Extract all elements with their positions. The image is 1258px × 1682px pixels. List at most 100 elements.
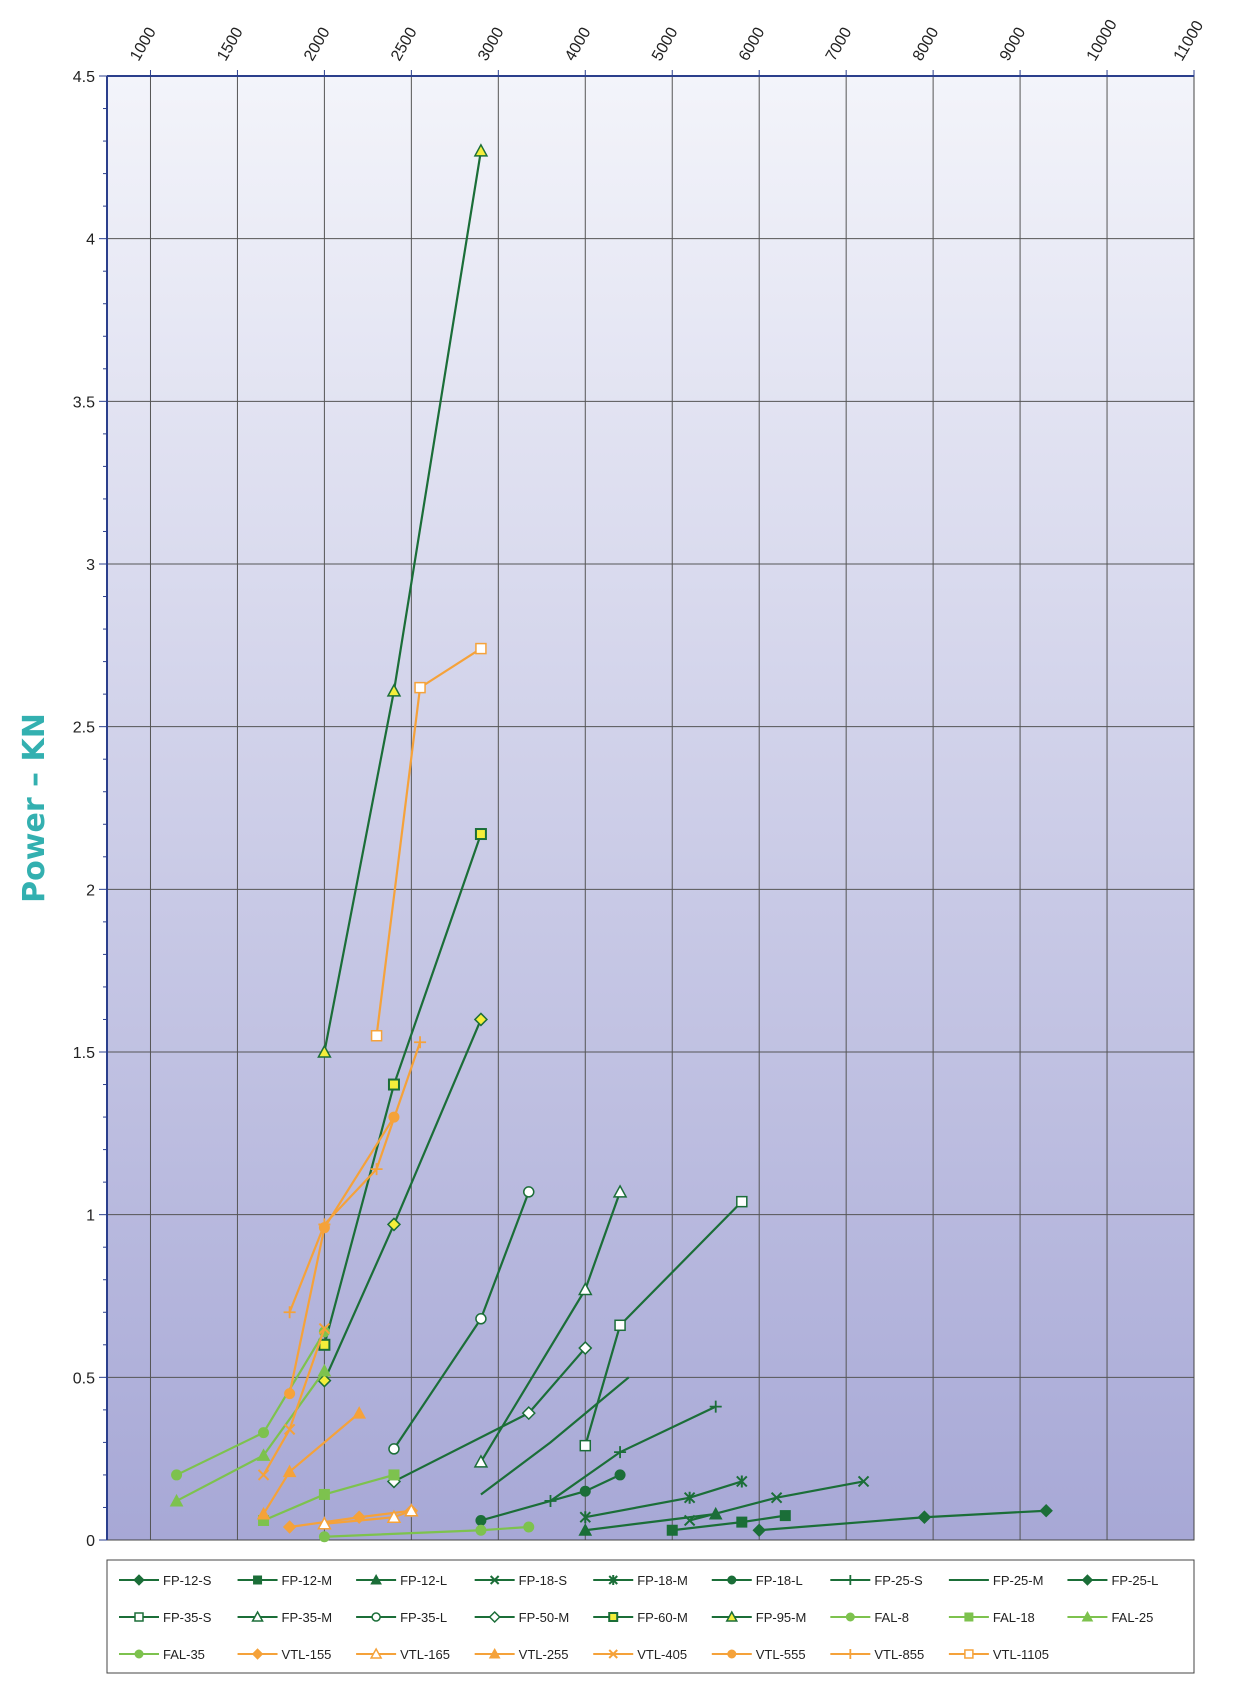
legend-label: FP-60-M [637,1610,688,1625]
legend-swatch-marker [727,1575,737,1585]
data-point [414,1036,427,1049]
data-point [414,681,426,694]
legend-label: VTL-855 [874,1647,924,1662]
series-vtl-1105 [370,642,487,1042]
data-point [386,1509,402,1523]
legend-item: FP-12-S [119,1573,212,1588]
data-point [388,1443,400,1455]
legend-item: FAL-8 [830,1610,909,1625]
series-line [759,1516,925,1532]
x-tick-label: 4000 [562,25,595,64]
data-point [736,1516,748,1528]
legend-label: VTL-405 [637,1647,687,1662]
y-tick-label: 3.5 [73,394,95,411]
series-line [288,1041,422,1313]
data-point [318,1322,331,1335]
legend-item: FP-25-M [948,1573,1043,1588]
data-point [404,1503,419,1517]
legend-label: FP-25-L [1111,1573,1158,1588]
legend-item: VTL-555 [711,1647,806,1662]
legend-item: FP-35-L [356,1610,447,1625]
series-fp-35-s [579,1195,748,1452]
data-point [917,1510,932,1524]
data-point [752,1523,766,1537]
series-vtl-405 [257,1322,331,1481]
legend-swatch-marker [251,1648,264,1660]
data-point [352,1406,367,1419]
legend-swatch-marker [608,1575,618,1585]
series-fp-25-m [480,1376,630,1496]
series-fp-50-l [317,1012,488,1388]
y-tick-label: 1.5 [73,1045,95,1062]
legend-swatch-marker [845,1575,856,1585]
legend: FP-12-S FP-12-M FP-12-L FP-18-S FP-18-M FP-18… [106,1559,1195,1674]
series-fp-35-l [388,1186,535,1455]
plot-area [107,76,1194,1540]
legend-item: VTL-855 [830,1647,924,1662]
data-point [318,1488,330,1500]
legend-item: FP-12-M [237,1573,332,1588]
data-point [256,1448,271,1461]
legend-swatch-marker [845,1649,856,1659]
data-point [683,1491,696,1504]
data-point [256,1506,271,1520]
legend-swatch-marker [608,1612,619,1622]
x-tick-label: 3000 [475,25,508,64]
data-point [258,1427,270,1439]
x-tick-label: 1000 [127,25,160,64]
legend-swatch-marker [845,1612,855,1622]
y-tick-label: 3 [86,557,95,574]
legend-item: FAL-25 [1067,1610,1153,1625]
data-point [614,1319,626,1332]
data-point [736,1195,748,1208]
data-point [318,1218,331,1231]
series-vtl-255 [256,1406,367,1520]
legend-item: VTL-165 [356,1647,450,1662]
x-tick-label: 2000 [301,25,334,64]
legend-item: VTL-1105 [948,1647,1049,1662]
series-fal-35 [171,1326,330,1481]
data-point [370,1029,383,1042]
legend-swatch-marker [964,1649,974,1659]
series-fp-95-m [317,143,489,1058]
legend-swatch-marker [964,1612,974,1622]
x-tick-label: 6000 [736,25,769,64]
data-point [284,1388,296,1400]
legend-swatch-marker [727,1649,737,1659]
data-point [386,683,402,697]
series-fp-35-m [473,1184,628,1468]
data-point [388,1469,400,1481]
y-tick-label: 4.5 [73,69,95,86]
series-line [480,1376,630,1496]
series-fp-18-s [683,1475,870,1527]
data-point [579,1485,591,1497]
data-point [683,1514,696,1527]
legend-label: FAL-8 [874,1610,909,1625]
data-point [317,1373,332,1388]
data-point [318,1531,330,1543]
legend-swatch-marker [251,1610,264,1622]
data-point [283,1423,296,1436]
legend-label: FP-25-S [874,1573,923,1588]
legend-label: FP-18-L [756,1573,803,1588]
legend-label: FAL-18 [993,1610,1035,1625]
series-fp-12-m [666,1510,791,1536]
legend-label: FAL-35 [163,1647,205,1662]
legend-item: FP-18-L [711,1573,803,1588]
legend-item: FP-35-M [237,1610,332,1625]
data-point [475,1524,487,1536]
data-point [770,1492,783,1504]
grid [106,75,1195,1541]
legend-label: FP-18-M [637,1573,688,1588]
data-point [666,1524,678,1536]
legend-label: FP-12-L [400,1573,447,1588]
data-point [370,1163,383,1176]
data-point [473,1012,488,1027]
legend-item: FP-35-S [119,1610,212,1625]
legend-swatch-marker [1081,1574,1094,1586]
legend-swatch-marker [370,1573,382,1585]
legend-box [106,1559,1195,1674]
data-point [475,1313,487,1325]
data-point [387,1078,400,1091]
